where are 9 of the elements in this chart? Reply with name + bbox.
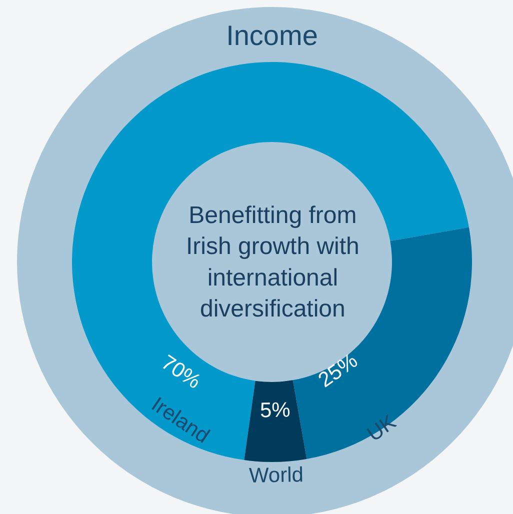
- chart-title: Income: [226, 20, 318, 51]
- data-label: 70%: [157, 350, 205, 394]
- data-label: 25%: [314, 349, 362, 392]
- data-label: 5%: [260, 398, 291, 422]
- text: Benefitting from Irish growth with international diversification: [186, 202, 360, 323]
- donut-slice: [244, 380, 307, 462]
- slice-label: World: [248, 464, 304, 488]
- donut-slice: [72, 62, 469, 460]
- slice-label: UK: [363, 410, 400, 446]
